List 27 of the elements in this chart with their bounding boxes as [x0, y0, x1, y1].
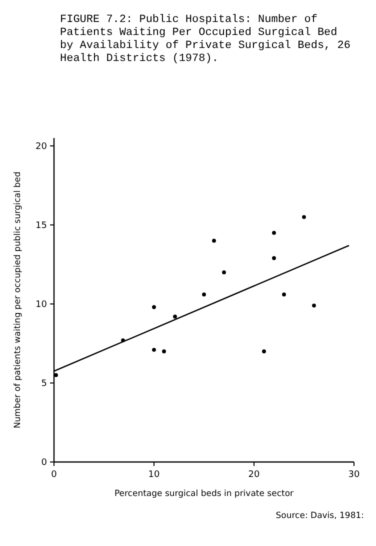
x-tick-label: 20 [248, 470, 260, 480]
y-tick-label: 10 [36, 300, 48, 310]
x-tick-label: 10 [148, 470, 160, 480]
point [212, 238, 216, 243]
point [282, 292, 286, 296]
x-axis-title: Percentage surgical beds in private sector [114, 489, 294, 499]
y-tick-label: 15 [36, 220, 47, 231]
y-axis-title: Number of patients waiting per occupied public surgical bed [13, 172, 23, 428]
y-tick-label: 5 [41, 378, 47, 389]
chart-title: FIGURE 7.2: Public Hospitals: Number of Patients Waiting Per Occupied Surgical Bed by Availability of Private Surgical Beds, 26 Health Districts (1978). [60, 14, 350, 65]
point [54, 373, 58, 378]
point [173, 314, 177, 319]
point [152, 305, 156, 310]
y-tick-label: 0 [41, 458, 48, 468]
y-tick-label: 20 [36, 142, 48, 152]
x-tick-label: 0 [51, 470, 58, 480]
source-note: Source: Davis, 1981: [276, 511, 364, 521]
x-tick-label: 30 [348, 470, 360, 480]
point [272, 230, 276, 235]
point [312, 304, 316, 308]
point [262, 349, 266, 354]
point [302, 215, 306, 219]
point [222, 270, 226, 274]
point [272, 256, 276, 260]
point [202, 292, 206, 296]
point [152, 348, 156, 352]
point [162, 349, 166, 354]
